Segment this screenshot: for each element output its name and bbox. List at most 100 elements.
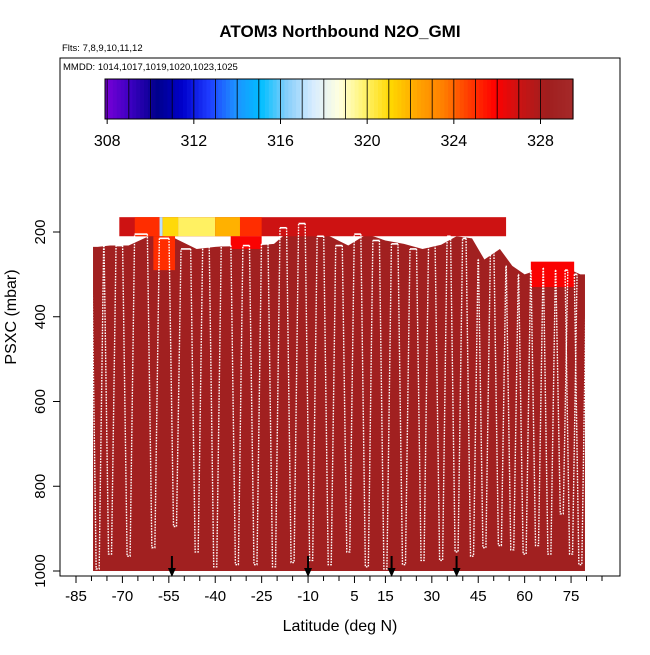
colorbar-swatch (171, 79, 176, 119)
colorbar-swatch (175, 79, 180, 119)
colorbar-swatch (467, 79, 473, 119)
colorbar-swatch (335, 79, 340, 119)
surface-arrow-layer (167, 556, 461, 577)
colorbar-swatch (436, 79, 441, 119)
colorbar-swatch (120, 79, 126, 119)
flight-track-dip (168, 238, 182, 528)
flight-track-dip (530, 268, 544, 547)
flight-track-dip (555, 270, 569, 515)
colorbar-swatch (569, 79, 574, 119)
flight-track-dip (573, 274, 588, 566)
flight-track-dip (323, 236, 337, 566)
colorbar-swatch (381, 79, 387, 119)
colorbar-swatch (413, 79, 418, 119)
colorbar-swatch (405, 79, 410, 119)
colorbar-swatch (225, 79, 231, 119)
colorbar-swatch (420, 79, 426, 119)
heatmap-layer (93, 217, 585, 571)
colorbar-swatch (471, 79, 477, 119)
colorbar-swatch (311, 79, 317, 119)
colorbar-swatch (557, 79, 562, 119)
colorbar-swatch (155, 79, 161, 119)
colorbar-swatch (522, 79, 527, 119)
colorbar-swatch (479, 79, 484, 119)
colorbar-swatch (346, 79, 352, 119)
surface-arrow-head (387, 568, 396, 577)
colorbar-swatch (210, 79, 215, 119)
colorbar-swatch (268, 79, 274, 119)
heatmap-band (153, 236, 176, 271)
colorbar-swatch (151, 79, 157, 119)
x-tick-label: 45 (470, 588, 487, 605)
colorbar-swatch (549, 79, 555, 119)
x-tick-label: -85 (65, 588, 87, 605)
flight-track-dip (248, 243, 263, 566)
colorbar-swatch (463, 79, 469, 119)
colorbar-tick-label: 316 (267, 133, 294, 150)
flight-track-layer (90, 222, 588, 570)
x-axis: -85 -70 -55 -40 -25 -10 5 15 30 45 60 75 (65, 576, 603, 605)
colorbar-swatch (553, 79, 558, 119)
colorbar-swatch (198, 79, 204, 119)
colorbar-swatch (202, 79, 207, 119)
colorbar-swatch (159, 79, 165, 119)
flight-track-dip (90, 245, 105, 570)
colorbar-swatch (315, 79, 321, 119)
colorbar-swatch (331, 79, 336, 119)
colorbar-swatch (124, 79, 129, 119)
colorbar-swatch (276, 79, 282, 119)
heatmap-band (134, 217, 160, 237)
colorbar-swatch (409, 79, 414, 119)
colorbar-swatch (261, 79, 266, 119)
colorbar-tick-label: 312 (180, 133, 207, 150)
colorbar-swatch (459, 79, 465, 119)
flight-track-dip (542, 268, 557, 555)
colorbar-swatch (354, 79, 360, 119)
flights-note: Flts: 7,8,9,10,11,12 (62, 43, 143, 54)
x-axis-label: Latitude (deg N) (283, 618, 398, 635)
heatmap-band (239, 217, 262, 237)
colorbar-swatch (237, 79, 243, 119)
y-axis: 200 400 600 800 1000 (32, 219, 60, 588)
y-tick-label: 1000 (32, 554, 49, 587)
colorbar-swatch (514, 79, 519, 119)
colorbar-swatch (483, 79, 488, 119)
colorbar-swatch (378, 79, 383, 119)
colorbar-swatch (128, 79, 133, 119)
colorbar-swatch (292, 79, 297, 119)
x-tick-label: 60 (516, 588, 533, 605)
y-tick-label: 400 (32, 304, 49, 329)
colorbar-swatch (136, 79, 141, 119)
colorbar-swatch (186, 79, 192, 119)
colorbar-swatch (510, 79, 516, 119)
colorbar-swatch (272, 79, 278, 119)
colorbar-swatch (214, 79, 219, 119)
heatmap-band (230, 236, 262, 249)
colorbar-swatch (218, 79, 223, 119)
colorbar-swatch (233, 79, 239, 119)
colorbar-swatch (366, 79, 371, 119)
colorbar-swatch (444, 79, 449, 119)
colorbar-swatch (491, 79, 496, 119)
colorbar-swatch (506, 79, 512, 119)
colorbar-tick-label: 308 (94, 133, 121, 150)
colorbar-swatch (323, 79, 328, 119)
colorbar-swatch (206, 79, 211, 119)
colorbar-swatch (319, 79, 324, 119)
x-tick-label: -10 (297, 588, 319, 605)
colorbar-swatch (530, 79, 535, 119)
colorbar-swatch (397, 79, 402, 119)
surface-arrow-head (167, 568, 176, 577)
colorbar-swatch (112, 79, 118, 119)
colorbar-swatch (132, 79, 137, 119)
colorbar-swatch (541, 79, 547, 119)
colorbar-tick-label: 328 (527, 133, 554, 150)
colorbar-swatch (440, 79, 445, 119)
colorbar-swatch (526, 79, 531, 119)
flight-track-dip (146, 234, 161, 549)
colorbar-swatch (561, 79, 566, 119)
colorbar-swatch (374, 79, 379, 119)
colorbar-swatch (518, 79, 523, 119)
colorbar-swatch (487, 79, 492, 119)
